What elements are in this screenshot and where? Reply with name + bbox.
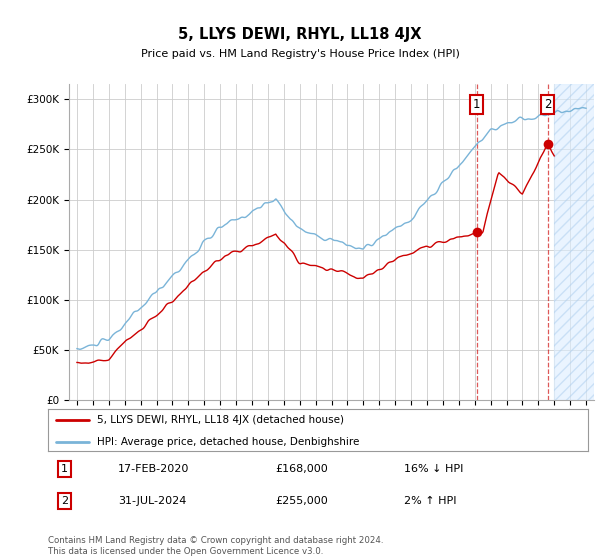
- Text: £168,000: £168,000: [275, 464, 328, 474]
- Text: HPI: Average price, detached house, Denbighshire: HPI: Average price, detached house, Denb…: [97, 437, 359, 446]
- Text: 5, LLYS DEWI, RHYL, LL18 4JX (detached house): 5, LLYS DEWI, RHYL, LL18 4JX (detached h…: [97, 415, 344, 425]
- Text: 16% ↓ HPI: 16% ↓ HPI: [404, 464, 464, 474]
- Bar: [554, 84, 594, 400]
- Text: Price paid vs. HM Land Registry's House Price Index (HPI): Price paid vs. HM Land Registry's House …: [140, 49, 460, 59]
- Text: 31-JUL-2024: 31-JUL-2024: [118, 496, 187, 506]
- Text: 1: 1: [473, 97, 481, 110]
- Text: 2% ↑ HPI: 2% ↑ HPI: [404, 496, 457, 506]
- Bar: [554, 84, 594, 400]
- Text: Contains HM Land Registry data © Crown copyright and database right 2024.
This d: Contains HM Land Registry data © Crown c…: [48, 536, 383, 556]
- Text: 2: 2: [61, 496, 68, 506]
- Text: 2: 2: [544, 97, 551, 110]
- Text: £255,000: £255,000: [275, 496, 328, 506]
- Text: 1: 1: [61, 464, 68, 474]
- Text: 17-FEB-2020: 17-FEB-2020: [118, 464, 190, 474]
- Text: 5, LLYS DEWI, RHYL, LL18 4JX: 5, LLYS DEWI, RHYL, LL18 4JX: [178, 27, 422, 42]
